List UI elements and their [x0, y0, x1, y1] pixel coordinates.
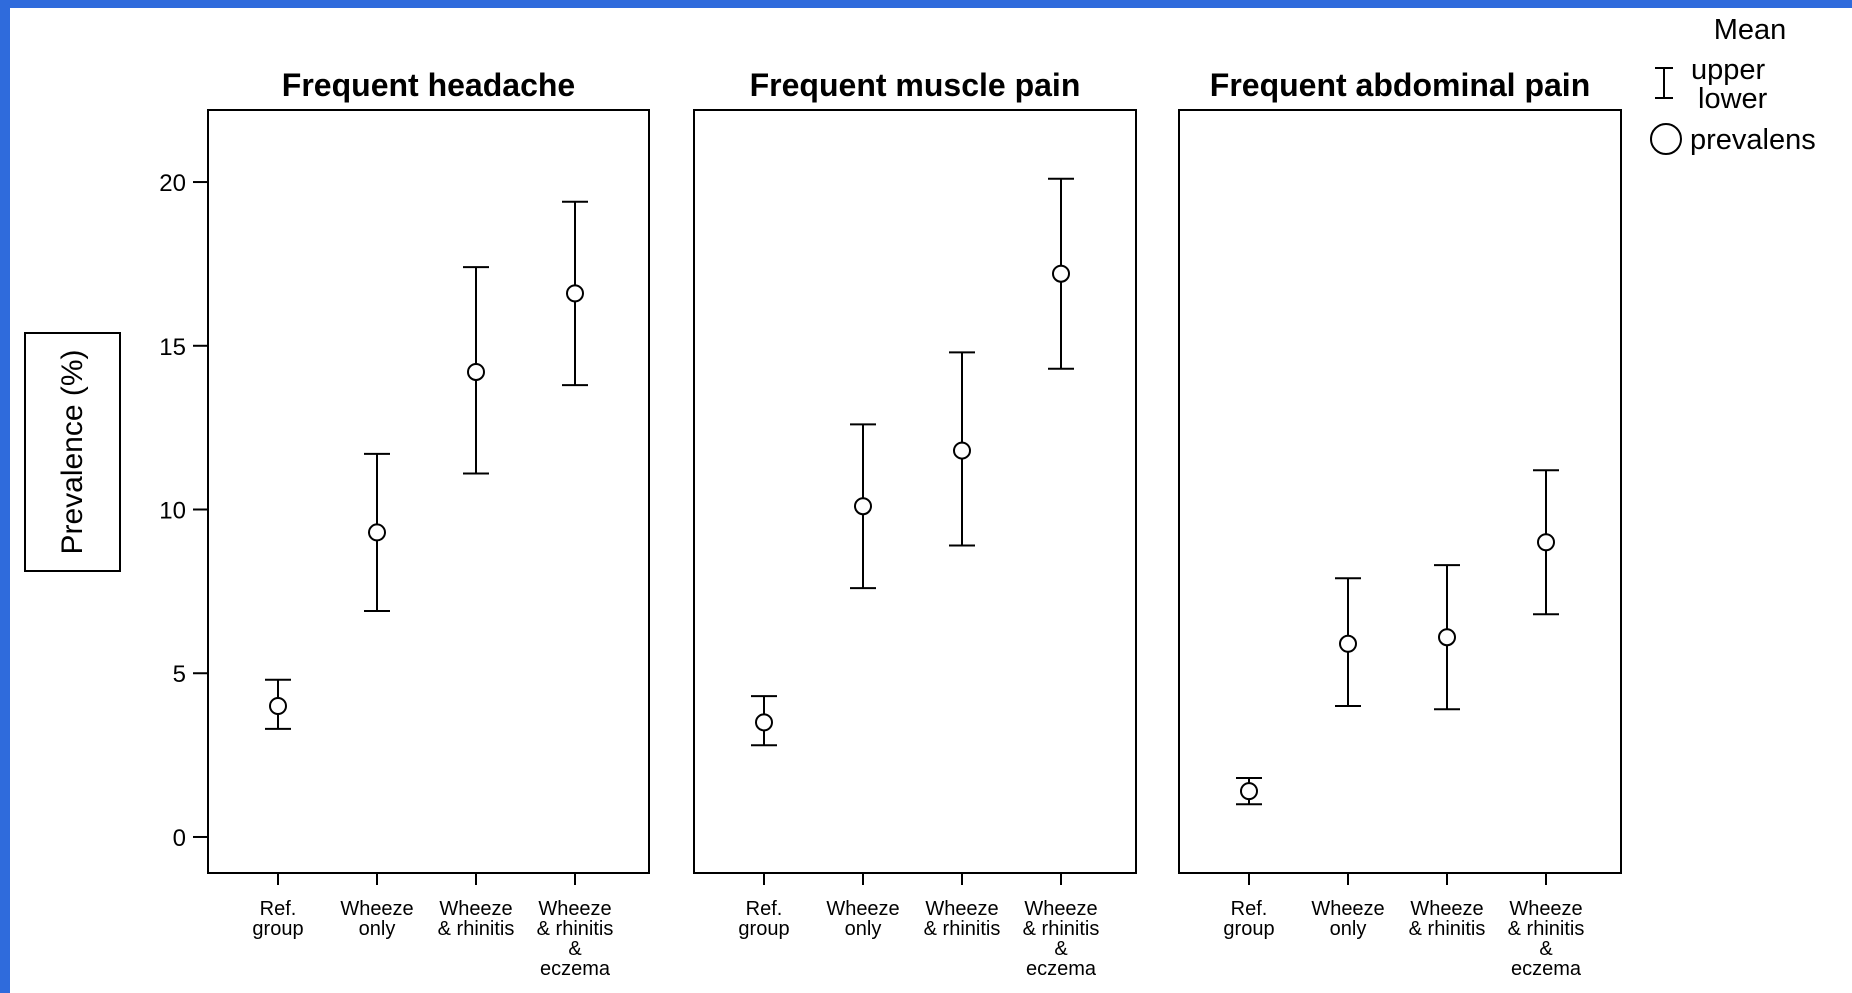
panels: Frequent headache Ref. group Wheeze only Whee…: [207, 67, 1622, 980]
errorbar-legend-icon: [1655, 67, 1673, 99]
panel-1: Frequent headache Ref. group Wheeze only Whee…: [207, 67, 650, 980]
x-tick-label: Ref. group: [1223, 898, 1274, 940]
panel-3: Frequent abdominal pain Ref. group Wheeze on…: [1178, 67, 1622, 980]
x-tick-label: Wheeze & rhinitis & eczema: [1023, 898, 1100, 980]
mean-point: [1438, 628, 1456, 647]
y-axis-label-group: Prevalence (%): [24, 332, 121, 572]
panel-frame: [1178, 109, 1622, 874]
mean-point: [854, 497, 872, 516]
x-tick-label: Wheeze & rhinitis & eczema: [1508, 898, 1585, 980]
y-axis-label-box: [24, 332, 121, 572]
mean-point: [1240, 782, 1258, 801]
y-tick-label: 10: [159, 498, 186, 525]
x-tick-label: Wheeze & rhinitis & eczema: [537, 898, 614, 980]
y-tick-label: 20: [159, 170, 186, 197]
x-tick-label: Wheeze only: [1311, 898, 1384, 940]
legend-lower-label: lower: [1698, 83, 1768, 115]
legend-title: Mean: [1714, 14, 1787, 46]
mean-point: [1339, 634, 1357, 653]
chart-background: [10, 8, 1852, 993]
y-tick-label: 5: [173, 661, 186, 688]
panel-title: Frequent headache: [282, 67, 575, 103]
mean-point: [566, 284, 584, 303]
mean-point: [953, 441, 971, 460]
y-tick-label: 0: [173, 825, 186, 852]
legend-point-label: prevalens: [1690, 124, 1816, 156]
panel-frame: [207, 109, 650, 874]
x-tick-label: Ref. group: [738, 898, 789, 940]
mean-point: [269, 696, 287, 715]
y-axis-label: Prevalence (%): [56, 349, 89, 554]
x-tick-label: Ref. group: [252, 898, 303, 940]
legend-upper-label: upper: [1691, 54, 1766, 86]
x-tick-label: Wheeze & rhinitis: [1409, 898, 1486, 940]
panel-title: Frequent abdominal pain: [1210, 67, 1590, 103]
y-axis: 0 5 10 15 20: [159, 170, 208, 852]
panel-title: Frequent muscle pain: [750, 67, 1081, 103]
circle-legend-icon: [1650, 123, 1682, 155]
mean-point: [1537, 533, 1555, 552]
panel-2: Frequent muscle pain Ref. group Wheeze only W…: [693, 67, 1137, 980]
x-tick-label: Wheeze & rhinitis: [438, 898, 515, 940]
mean-point: [368, 523, 386, 542]
panel-frame: [693, 109, 1137, 874]
x-tick-label: Wheeze only: [826, 898, 899, 940]
x-tick-label: Wheeze & rhinitis: [924, 898, 1001, 940]
legend: Mean upper lower prevalens: [1650, 14, 1816, 156]
mean-point: [1052, 264, 1070, 283]
x-tick-label: Wheeze only: [340, 898, 413, 940]
y-tick-label: 15: [159, 334, 186, 361]
mean-point: [467, 362, 485, 381]
mean-point: [755, 713, 773, 732]
